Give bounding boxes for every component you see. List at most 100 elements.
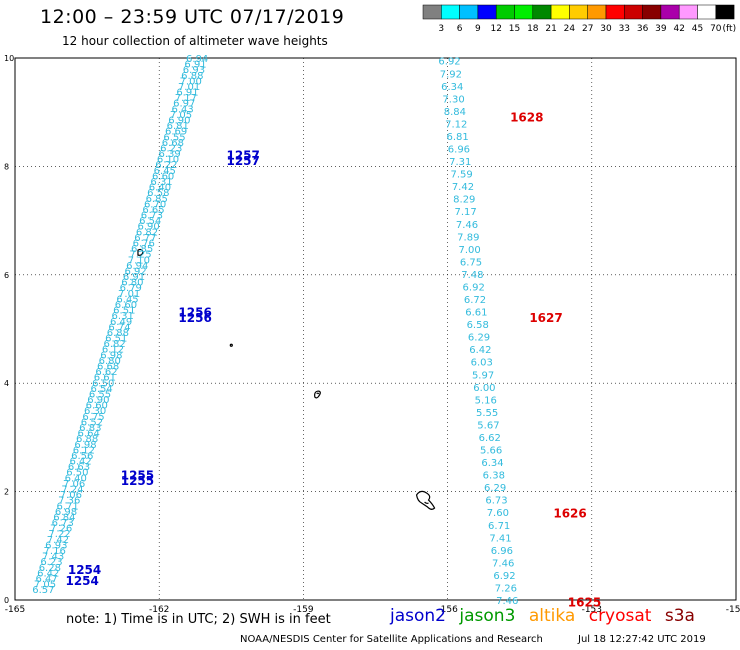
swh-label: 6.60 (86, 401, 108, 412)
swh-label: 7.24 (61, 485, 83, 496)
swh-label: 6.97 (173, 99, 195, 110)
swh-label: 6.85 (131, 244, 153, 255)
swh-label: 6.62 (479, 433, 501, 444)
swh-label: 7.10 (128, 255, 150, 266)
swh-label: 6.42 (69, 457, 91, 468)
swh-label: 7.05 (170, 110, 192, 121)
y-tick-label: 8 (4, 162, 9, 171)
swh-label: 6.54 (91, 384, 113, 395)
island-small (229, 343, 233, 347)
swh-label: 6.29 (468, 333, 490, 344)
swh-label: 6.34 (481, 458, 503, 469)
scale-label: 24 (564, 24, 576, 34)
swh-label: 6.96 (448, 145, 470, 156)
x-tick-label: -153 (582, 605, 602, 615)
pass-time-label: 1256 (178, 311, 211, 325)
swh-label: 6.51 (105, 334, 127, 345)
swh-label: 6.58 (147, 188, 169, 199)
swh-label: 6.75 (460, 257, 482, 268)
swh-label: 7.42 (452, 182, 474, 193)
swh-label: 7.05 (34, 580, 56, 591)
swh-label: 6.79 (120, 283, 142, 294)
swh-label: 6.69 (165, 127, 187, 138)
swh-label: 7.01 (178, 82, 200, 93)
pass-time-label: 1625 (568, 596, 601, 610)
pass-time-label: 1628 (510, 111, 543, 125)
scale-label: 39 (655, 24, 667, 34)
legend-altika: altika (528, 606, 576, 626)
swh-label: 6.93 (45, 540, 67, 551)
map-frame (14, 57, 737, 601)
swh-label: 7.00 (180, 76, 202, 87)
y-tick-label: 0 (4, 596, 9, 605)
swh-label: 7.60 (487, 508, 509, 519)
swh-label: 7.16 (44, 546, 66, 557)
pass-time-label: 1626 (553, 506, 586, 520)
swh-label: 6.72 (464, 295, 486, 306)
swh-label: 6.62 (95, 367, 117, 378)
swh-label: 6.98 (74, 440, 96, 451)
legend-s3a: s3a (664, 606, 695, 626)
swh-label: 8.29 (453, 195, 475, 206)
island-big (415, 490, 436, 510)
swh-label: 6.23 (40, 557, 62, 568)
swh-label: 7.12 (445, 119, 467, 130)
swh-label: 6.42 (469, 345, 491, 356)
swh-label: 6.50 (66, 468, 88, 479)
swh-label: 6.64 (78, 429, 100, 440)
swh-label: 7.42 (47, 535, 69, 546)
scale-label: 18 (527, 24, 539, 34)
footer-note: note: 1) Time is in UTC; 2) SWH is in fe… (66, 612, 331, 627)
scale-label: 3 (438, 24, 444, 34)
swh-label: 7.48 (461, 270, 483, 281)
scale-label: 15 (509, 24, 520, 34)
pass-time-label: 1255 (121, 468, 154, 482)
scale-label: 27 (582, 24, 593, 34)
swh-label: 7.41 (489, 533, 511, 544)
swh-label: 6.51 (113, 306, 135, 317)
x-tick-label: -156 (437, 605, 458, 615)
scale-label: 30 (600, 24, 612, 34)
swh-label: 6.92 (125, 266, 147, 277)
swh-label: 6.23 (160, 143, 182, 154)
x-tick-label: -150 (726, 605, 740, 615)
y-tick-label: 2 (4, 488, 9, 497)
swh-label: 6.83 (79, 423, 101, 434)
swh-label: 7.00 (459, 245, 481, 256)
swh-label: 6.82 (103, 339, 125, 350)
swh-label: 6.12 (73, 445, 95, 456)
credit-text: NOAA/NESDIS Center for Satellite Applica… (240, 634, 543, 645)
swh-label: 6.42 (37, 568, 59, 579)
swh-label: 6.91 (123, 272, 145, 283)
swh-label: 7.46 (496, 596, 518, 607)
swh-label: 6.54 (139, 216, 161, 227)
swh-label: 7.06 (63, 479, 85, 490)
swh-label: 6.65 (142, 205, 164, 216)
swh-label: 6.55 (163, 132, 185, 143)
swh-label: 7.25 (129, 250, 151, 261)
swh-label: 6.88 (181, 71, 203, 82)
swh-label: 6.80 (121, 278, 143, 289)
swh-label: 6.12 (102, 345, 124, 356)
page-subtitle: 12 hour collection of altimeter wave hei… (62, 34, 328, 48)
swh-label: 6.34 (441, 82, 463, 93)
swh-label: 6.29 (484, 483, 506, 494)
swh-label: 6.73 (141, 211, 163, 222)
swh-label: 6.81 (167, 121, 189, 132)
swh-label: 6.43 (171, 104, 193, 115)
swh-label: 6.70 (144, 199, 166, 210)
swh-label: 7.31 (449, 157, 471, 168)
swh-label: 6.91 (184, 60, 206, 71)
swh-label: 6.92 (438, 57, 460, 68)
swh-label: 6.30 (84, 406, 106, 417)
swh-label: 6.71 (57, 501, 79, 512)
scale-label: 70 (710, 24, 722, 34)
pass-time-label: 1254 (68, 563, 101, 577)
scale-label: 42 (673, 24, 684, 34)
scale-label: 33 (619, 24, 630, 34)
legend-jason2: jason2 (390, 606, 446, 626)
legend-jason3: jason3 (459, 606, 516, 626)
pass-time-label: 1255 (121, 474, 154, 488)
scale-label: 12 (490, 24, 501, 34)
swh-label: 6.60 (152, 171, 174, 182)
